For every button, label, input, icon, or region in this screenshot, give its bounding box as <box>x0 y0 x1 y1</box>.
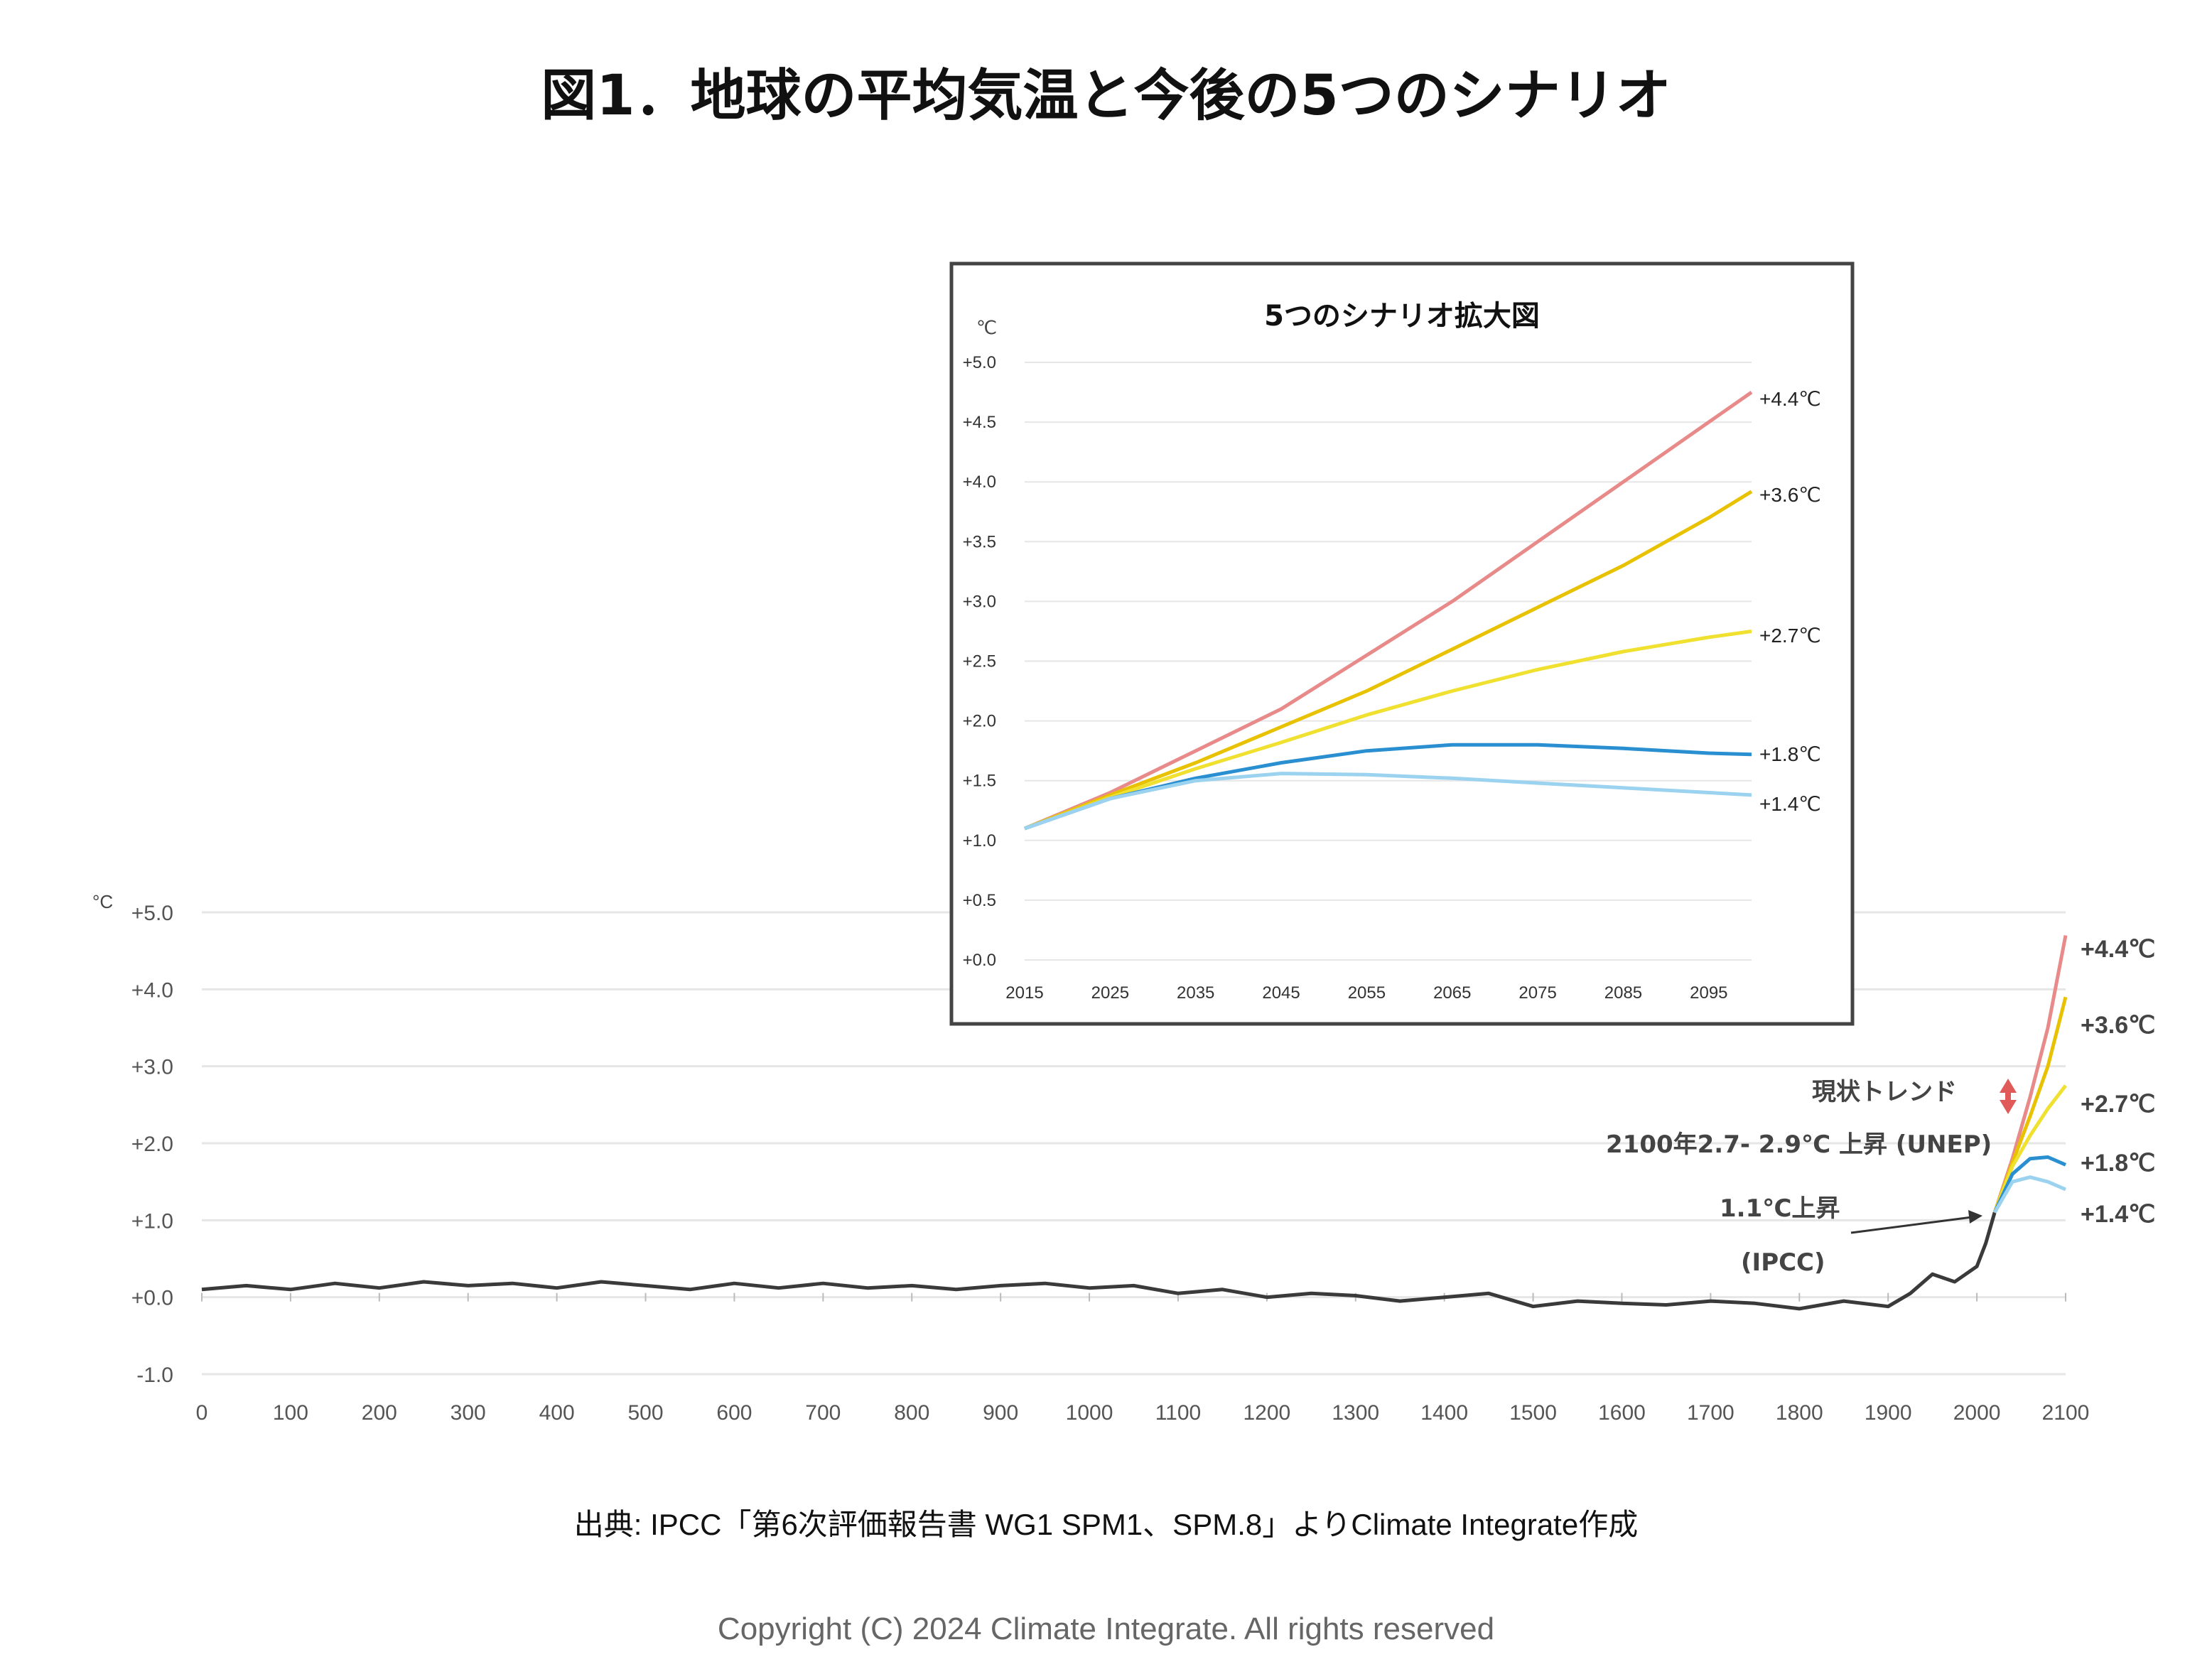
main-x-tick-label: 1400 <box>1420 1401 1468 1425</box>
inset-scenario-line <box>1024 490 1753 831</box>
main-annotations: 現状トレンド 2100年2.7- 2.9℃ 上昇 (UNEP) 1.1℃上昇 (IPC… <box>1606 1078 2017 1277</box>
scenario-end-label: +2.7℃ <box>2081 1091 2155 1118</box>
inset-scenario-line <box>1024 391 1753 831</box>
main-x-tick-label: 1600 <box>1598 1401 1646 1425</box>
main-grid: +5.0 +4.0 +3.0 +2.0 +1.0 +0.0 -1.0 0 100 200 300 40… <box>92 891 2089 1425</box>
main-x-tick-label: 0 <box>196 1401 208 1425</box>
main-x-tick-label: 800 <box>894 1401 929 1425</box>
main-y-tick-label: +3.0 <box>131 1056 173 1079</box>
main-x-tick-label: 2100 <box>2042 1401 2090 1425</box>
inset-scenario-end-label: +4.4℃ <box>1759 388 1821 410</box>
inset-x-tick-label: 2055 <box>1348 983 1386 1003</box>
main-x-tick-label: 500 <box>627 1401 663 1425</box>
main-x-tick-label: 1000 <box>1066 1401 1113 1425</box>
main-x-tick-label: 400 <box>539 1401 575 1425</box>
main-x-tick-label: 1100 <box>1155 1401 1202 1425</box>
inset-scenario-end-label: +3.6℃ <box>1759 484 1821 506</box>
scenario-line <box>1992 1084 2067 1214</box>
inset-y-tick-label: +2.5 <box>963 652 996 671</box>
inset-y-tick-label: +0.5 <box>963 891 996 910</box>
copyright-text: Copyright (C) 2024 Climate Integrate. Al… <box>717 1611 1495 1646</box>
main-x-tick-label: 300 <box>451 1401 486 1425</box>
trend-annotation: 現状トレンド <box>1812 1078 1957 1106</box>
inset-y-tick-label: +0.0 <box>963 951 996 970</box>
scenario-end-label: +3.6℃ <box>2081 1012 2155 1039</box>
inset-title: 5つのシナリオ拡大図 <box>1264 300 1540 333</box>
main-x-tick-label: 1800 <box>1776 1401 1823 1425</box>
main-labels: +4.4℃ +3.6℃ +2.7℃ +1.8℃ +1.4℃ <box>2081 936 2155 1228</box>
inset-y-tick-label: +1.5 <box>963 772 996 791</box>
scenario-end-label: +4.4℃ <box>2081 936 2155 963</box>
ipcc-rise-annotation: 1.1℃上昇 <box>1720 1194 1840 1223</box>
inset-x-tick-label: 2085 <box>1604 983 1642 1003</box>
ipcc-pointer-line <box>1850 1216 1973 1234</box>
inset-y-tick-label: +4.5 <box>963 413 996 432</box>
main-y-tick-label: +4.0 <box>131 978 173 1002</box>
inset-scenario-end-label: +1.8℃ <box>1759 743 1821 765</box>
inset-x-tick-label: 2045 <box>1262 983 1300 1003</box>
inset-scenario-end-label: +2.7℃ <box>1759 625 1821 647</box>
inset-y-tick-label: +3.5 <box>963 532 996 551</box>
unep-annotation: 2100年2.7- 2.9℃ 上昇 (UNEP) <box>1606 1130 1992 1159</box>
scenario-end-label: +1.8℃ <box>2081 1150 2155 1177</box>
main-y-tick-label: +2.0 <box>131 1133 173 1156</box>
ipcc-pointer-arrowhead <box>1968 1210 1982 1224</box>
main-x-tick-label: 2000 <box>1953 1401 2001 1425</box>
main-x-tick-label: 200 <box>362 1401 397 1425</box>
scenario-line <box>1992 1155 2066 1214</box>
inset-chart: 5つのシナリオ拡大図 ℃ +5.0 +4.5 +4.0 +3.5 +3.0 +2.5 +2.0 +… <box>949 261 1855 1026</box>
inset-x-tick-label: 2065 <box>1433 983 1471 1003</box>
history-series-line <box>201 1211 1997 1311</box>
scenario-end-label: +1.4℃ <box>2081 1201 2155 1228</box>
source-note: 出典: IPCC「第6次評価報告書 WG1 SPM1、SPM.8」よりClima… <box>573 1508 1639 1541</box>
inset-x-tick-label: 2015 <box>1005 983 1043 1003</box>
scenario-line <box>1992 935 2068 1214</box>
main-x-tick-label: 600 <box>716 1401 752 1425</box>
inset-y-tick-label: +5.0 <box>963 353 996 372</box>
inset-frame <box>949 261 1855 1026</box>
main-y-tick-label: -1.0 <box>136 1364 173 1387</box>
main-x-tick-label: 900 <box>983 1401 1018 1425</box>
main-x-tick-label: 1700 <box>1687 1401 1734 1425</box>
main-y-tick-label: +5.0 <box>131 902 173 925</box>
main-unit-label: °C <box>92 891 113 912</box>
main-lines <box>201 935 2068 1311</box>
inset-scenario-line <box>1024 630 1752 831</box>
scenario-line <box>1992 1175 2066 1214</box>
chart-title: 図1．地球の平均気温と今後の5つのシナリオ <box>541 64 1671 128</box>
main-x-tick-label: 1300 <box>1332 1401 1379 1425</box>
inset-x-tick-label: 2035 <box>1177 983 1214 1003</box>
main-x-tick-label: 1500 <box>1509 1401 1557 1425</box>
main-y-tick-label: +1.0 <box>131 1209 173 1233</box>
inset-unit-label: ℃ <box>976 317 997 338</box>
main-x-tick-label: 100 <box>273 1401 308 1425</box>
main-y-tick-label: +0.0 <box>131 1287 173 1310</box>
trend-double-arrow-icon <box>2000 1079 2017 1114</box>
main-x-tick-label: 1900 <box>1865 1401 1912 1425</box>
inset-scenario-line <box>1024 772 1752 831</box>
inset-scenario-end-label: +1.4℃ <box>1759 793 1821 815</box>
main-x-tick-label: 700 <box>805 1401 841 1425</box>
inset-x-tick-label: 2075 <box>1518 983 1556 1003</box>
inset-x-tick-label: 2095 <box>1690 983 1727 1003</box>
inset-y-tick-label: +3.0 <box>963 592 996 611</box>
main-x-tick-label: 1200 <box>1243 1401 1290 1425</box>
inset-y-tick-label: +4.0 <box>963 473 996 492</box>
ipcc-annotation: (IPCC) <box>1741 1248 1825 1277</box>
inset-y-tick-label: +2.0 <box>963 712 996 731</box>
inset-x-tick-label: 2025 <box>1091 983 1129 1003</box>
inset-y-tick-label: +1.0 <box>963 831 996 851</box>
